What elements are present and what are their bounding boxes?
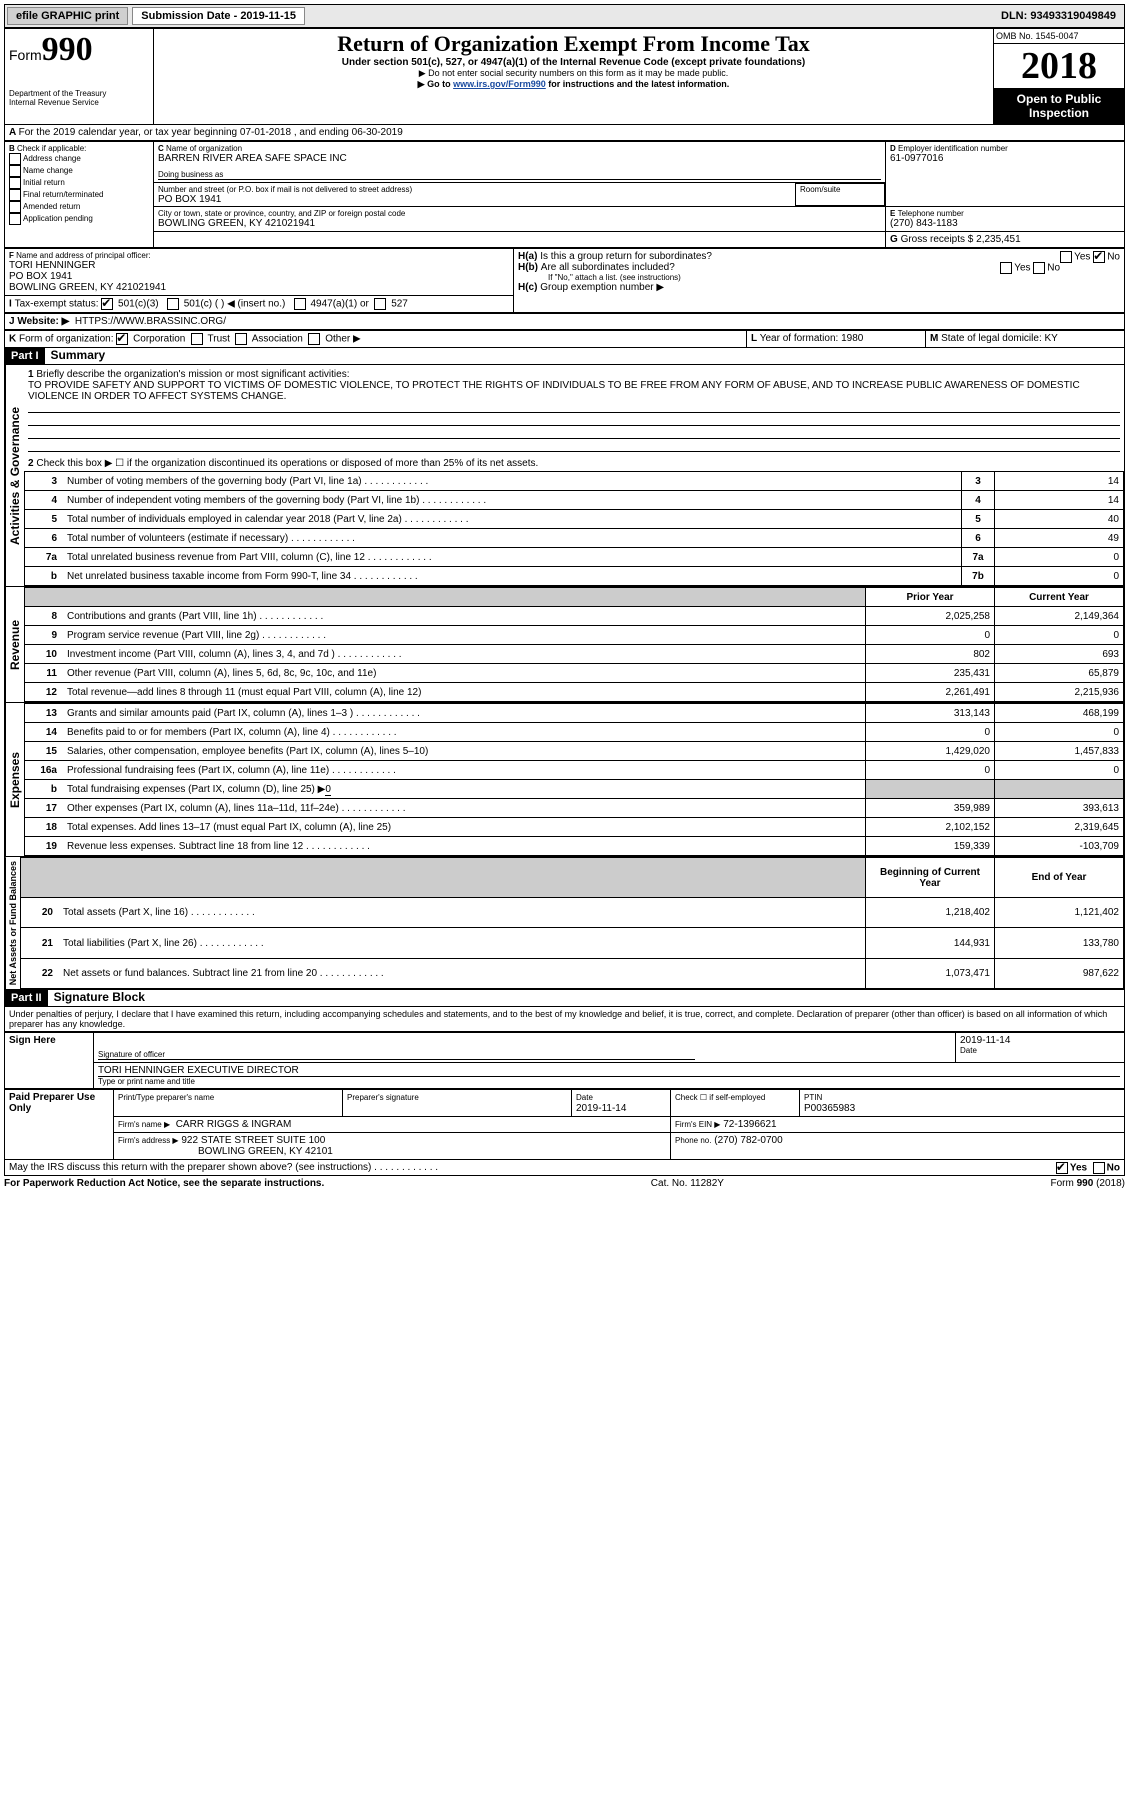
- year-formation: 1980: [841, 333, 863, 344]
- 501c3-checkbox[interactable]: [101, 298, 113, 310]
- assoc-checkbox[interactable]: [235, 333, 247, 345]
- expenses-block: Expenses 13Grants and similar amounts pa…: [4, 703, 1125, 857]
- netassets-label: Net Assets or Fund Balances: [5, 857, 20, 989]
- corp-checkbox[interactable]: [116, 333, 128, 345]
- submission-date: Submission Date - 2019-11-15: [132, 7, 305, 25]
- org-name: BARREN RIVER AREA SAFE SPACE INC: [158, 153, 881, 164]
- revenue-block: Revenue Prior YearCurrent Year 8Contribu…: [4, 587, 1125, 703]
- officer-name: TORI HENNINGER: [9, 260, 509, 271]
- officer-city: BOWLING GREEN, KY 421021941: [9, 282, 509, 293]
- revenue-label: Revenue: [5, 587, 24, 702]
- 501c-checkbox[interactable]: [167, 298, 179, 310]
- netassets-block: Net Assets or Fund Balances Beginning of…: [4, 857, 1125, 990]
- state-domicile: KY: [1045, 333, 1058, 344]
- firm-addr2: BOWLING GREEN, KY 42101: [118, 1146, 333, 1157]
- org-id-block: B Check if applicable: Address change Na…: [4, 141, 1125, 248]
- officer-status-block: F Name and address of principal officer:…: [4, 248, 1125, 313]
- dept-label: Department of the Treasury: [9, 89, 149, 98]
- omb-number: OMB No. 1545-0047: [994, 29, 1124, 44]
- governance-table: 3Number of voting members of the governi…: [24, 471, 1124, 586]
- dln-value: DLN: 93493319049849: [1001, 10, 1122, 22]
- perjury-declaration: Under penalties of perjury, I declare th…: [4, 1007, 1125, 1032]
- ptin-value: P00365983: [804, 1103, 855, 1114]
- trust-checkbox[interactable]: [191, 333, 203, 345]
- tax-period-row: A For the 2019 calendar year, or tax yea…: [4, 125, 1125, 141]
- ein-value: 61-0977016: [890, 153, 1120, 164]
- page-footer: For Paperwork Reduction Act Notice, see …: [4, 1176, 1125, 1189]
- ssn-warning: Do not enter social security numbers on …: [158, 68, 989, 79]
- hb-yes-checkbox[interactable]: [1000, 262, 1012, 274]
- firm-phone: (270) 782-0700: [714, 1135, 782, 1146]
- tax-year: 2018: [994, 44, 1124, 88]
- dba-label: Doing business as: [158, 170, 881, 180]
- 4947-checkbox[interactable]: [294, 298, 306, 310]
- discuss-no-checkbox[interactable]: [1093, 1162, 1105, 1174]
- gross-receipts: 2,235,451: [976, 234, 1021, 245]
- initial-return-checkbox[interactable]: [9, 177, 21, 189]
- part1-header: Part ISummary: [4, 348, 1125, 365]
- irs-label: Internal Revenue Service: [9, 98, 149, 107]
- governance-label: Activities & Governance: [5, 365, 24, 586]
- app-pending-checkbox[interactable]: [9, 213, 21, 225]
- check-applicable-label: Check if applicable:: [17, 144, 86, 153]
- efile-print-button[interactable]: efile GRAPHIC print: [7, 7, 128, 25]
- discuss-row: May the IRS discuss this return with the…: [4, 1160, 1125, 1176]
- form-number: Form990: [9, 31, 149, 69]
- ha-no-checkbox[interactable]: [1093, 251, 1105, 263]
- firm-addr1: 922 STATE STREET SUITE 100: [181, 1135, 325, 1146]
- paid-preparer-label: Paid Preparer Use Only: [5, 1090, 114, 1160]
- officer-addr: PO BOX 1941: [9, 271, 509, 282]
- final-return-checkbox[interactable]: [9, 189, 21, 201]
- part2-header: Part IISignature Block: [4, 990, 1125, 1007]
- discuss-yes-checkbox[interactable]: [1056, 1162, 1068, 1174]
- paid-preparer-block: Paid Preparer Use Only Print/Type prepar…: [4, 1089, 1125, 1160]
- sign-here-block: Sign Here Signature of officer 2019-11-1…: [4, 1032, 1125, 1089]
- form-org-row: K Form of organization: Corporation Trus…: [4, 330, 1125, 348]
- part1-body: Activities & Governance 1 Briefly descri…: [4, 365, 1125, 587]
- room-suite-label: Room/suite: [800, 185, 880, 194]
- form990-link[interactable]: www.irs.gov/Form990: [453, 79, 546, 89]
- hb-no-checkbox[interactable]: [1033, 262, 1045, 274]
- firm-name: CARR RIGGS & INGRAM: [176, 1119, 292, 1130]
- form-header: Form990 Department of the Treasury Inter…: [4, 28, 1125, 125]
- 527-checkbox[interactable]: [374, 298, 386, 310]
- instructions-link-row: Go to www.irs.gov/Form990 for instructio…: [158, 79, 989, 90]
- mission-text: TO PROVIDE SAFETY AND SUPPORT TO VICTIMS…: [28, 380, 1080, 402]
- form-title: Return of Organization Exempt From Incom…: [158, 31, 989, 57]
- website-row: J Website: ▶ HTTPS://WWW.BRASSINC.ORG/: [4, 313, 1125, 330]
- sign-date: 2019-11-14: [960, 1035, 1120, 1046]
- amended-return-checkbox[interactable]: [9, 201, 21, 213]
- website-value: HTTPS://WWW.BRASSINC.ORG/: [75, 316, 226, 327]
- other-checkbox[interactable]: [308, 333, 320, 345]
- form-subtitle: Under section 501(c), 527, or 4947(a)(1)…: [158, 57, 989, 68]
- sign-here-label: Sign Here: [5, 1033, 94, 1089]
- open-public-badge: Open to Public Inspection: [994, 88, 1124, 124]
- firm-ein: 72-1396621: [723, 1119, 776, 1130]
- top-toolbar: efile GRAPHIC print Submission Date - 20…: [4, 4, 1125, 28]
- address-change-checkbox[interactable]: [9, 153, 21, 165]
- name-change-checkbox[interactable]: [9, 165, 21, 177]
- expenses-label: Expenses: [5, 703, 24, 856]
- group-exemption: Group exemption number ▶: [540, 282, 664, 293]
- telephone-value: (270) 843-1183: [890, 218, 1120, 229]
- line2-text: Check this box ▶ ☐ if the organization d…: [36, 458, 538, 469]
- officer-print-name: TORI HENNINGER EXECUTIVE DIRECTOR: [98, 1065, 1120, 1077]
- org-city: BOWLING GREEN, KY 421021941: [158, 218, 881, 229]
- org-street: PO BOX 1941: [158, 194, 791, 205]
- ha-yes-checkbox[interactable]: [1060, 251, 1072, 263]
